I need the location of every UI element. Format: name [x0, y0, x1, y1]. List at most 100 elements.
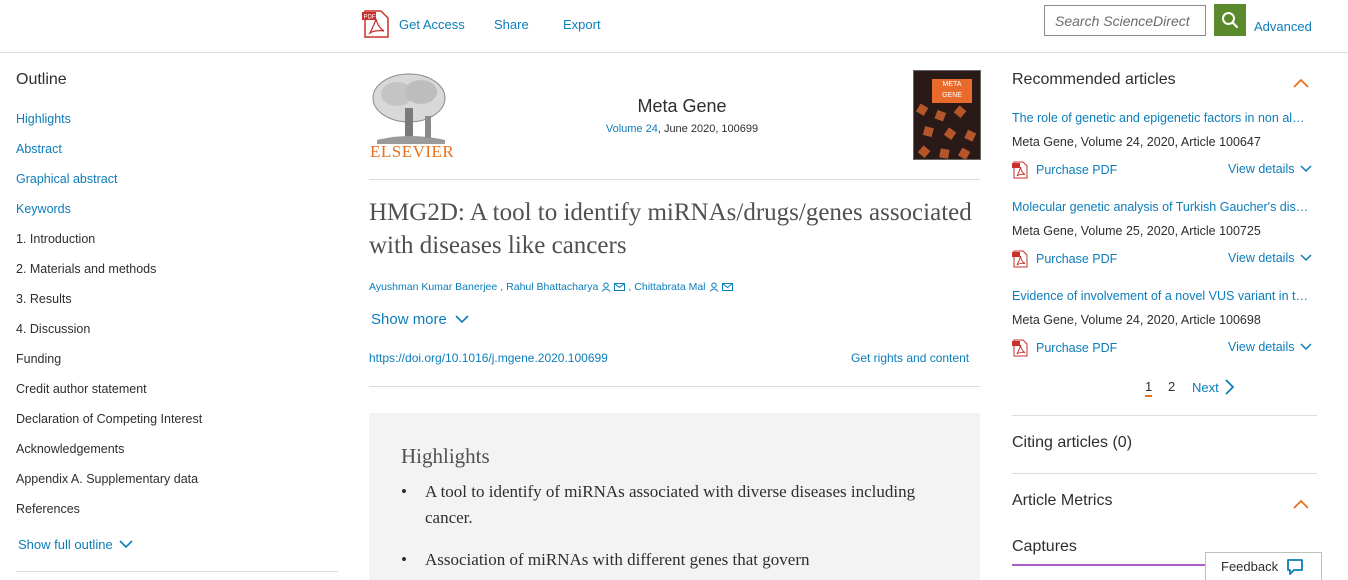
view-details-label: View details	[1228, 251, 1295, 265]
recommended-article-title[interactable]: Molecular genetic analysis of Turkish Ga…	[1012, 200, 1309, 214]
view-details-label: View details	[1228, 162, 1295, 176]
share-link[interactable]: Share	[494, 17, 529, 32]
pagination-next-button[interactable]: Next	[1192, 379, 1234, 395]
recommended-article-title[interactable]: Evidence of involvement of a novel VUS v…	[1012, 289, 1308, 303]
search-button[interactable]	[1214, 4, 1246, 36]
search-input[interactable]	[1045, 6, 1205, 35]
highlights-section: Highlights • A tool to identify of miRNA…	[369, 413, 980, 580]
show-more-label: Show more	[371, 311, 447, 328]
get-access-link[interactable]: Get Access	[399, 17, 465, 32]
outline-item-discussion[interactable]: 4. Discussion	[16, 322, 91, 336]
pdf-icon[interactable]: PDF	[361, 9, 391, 39]
outline-item-appendix[interactable]: Appendix A. Supplementary data	[16, 472, 199, 486]
citing-articles-header[interactable]: Citing articles (0)	[1012, 434, 1133, 451]
outline-item-highlights[interactable]: Highlights	[16, 112, 71, 126]
purchase-pdf-label: Purchase PDF	[1036, 252, 1118, 266]
view-details-button[interactable]: View details	[1228, 340, 1313, 354]
outline-item-results[interactable]: 3. Results	[16, 292, 72, 306]
outline-item-funding[interactable]: Funding	[16, 352, 62, 366]
person-icon[interactable]	[709, 282, 719, 292]
chevron-down-icon	[1300, 254, 1313, 262]
journal-cover-image[interactable]: META GENE	[913, 70, 981, 160]
highlight-item: • A tool to identify of miRNAs associate…	[401, 479, 921, 531]
outline-item-competing-interest[interactable]: Declaration of Competing Interest	[16, 412, 203, 426]
purchase-pdf-label: Purchase PDF	[1036, 163, 1118, 177]
outline-item-introduction[interactable]: 1. Introduction	[16, 232, 96, 246]
highlights-title: Highlights	[401, 444, 490, 468]
recommended-article-title[interactable]: The role of genetic and epigenetic facto…	[1012, 111, 1305, 125]
purchase-pdf-label: Purchase PDF	[1036, 341, 1118, 355]
chevron-down-icon	[119, 540, 133, 549]
purchase-pdf-button[interactable]: Purchase PDF	[1012, 161, 1117, 179]
chevron-down-icon	[1300, 165, 1313, 173]
article-metrics-header[interactable]: Article Metrics	[1012, 492, 1113, 509]
feedback-label: Feedback	[1221, 559, 1279, 574]
highlight-text: A tool to identify of miRNAs associated …	[425, 482, 916, 527]
author-list: Ayushman Kumar Banerjee, Rahul Bhattacha…	[369, 281, 733, 293]
chevron-down-icon	[1300, 343, 1313, 351]
outline-item-references[interactable]: References	[16, 502, 80, 516]
chevron-right-icon	[1225, 379, 1234, 395]
recommended-article-meta: Meta Gene, Volume 24, 2020, Article 1006…	[1012, 313, 1261, 327]
volume-link[interactable]: Volume 24	[605, 123, 658, 135]
elsevier-wordmark[interactable]: ELSEVIER	[370, 142, 455, 161]
outline-item-credit-statement[interactable]: Credit author statement	[16, 382, 147, 396]
sidebar-divider	[1012, 415, 1317, 416]
advanced-search-link[interactable]: Advanced	[1254, 19, 1312, 34]
outline-item-keywords[interactable]: Keywords	[16, 202, 71, 216]
article-title: HMG2D: A tool to identify miRNAs/drugs/g…	[369, 199, 972, 259]
get-rights-link[interactable]: Get rights and content	[851, 351, 970, 365]
recommended-articles-title: Recommended articles	[1012, 71, 1176, 88]
show-full-outline-button[interactable]: Show full outline	[18, 537, 133, 552]
chevron-up-icon[interactable]	[1292, 78, 1310, 89]
author-separator: ,	[500, 281, 504, 293]
author-name[interactable]: Chittabrata Mal	[634, 281, 706, 293]
article-header-divider	[369, 386, 980, 387]
outline-item-graphical-abstract[interactable]: Graphical abstract	[16, 172, 118, 186]
elsevier-tree-logo	[372, 73, 446, 144]
show-full-outline-label: Show full outline	[18, 537, 113, 552]
view-details-button[interactable]: View details	[1228, 162, 1313, 176]
pagination-next-label: Next	[1192, 379, 1219, 395]
sidebar-divider	[1012, 473, 1317, 474]
journal-title[interactable]: Meta Gene	[637, 96, 727, 116]
cover-label-line2: GENE	[942, 92, 962, 99]
pagination-page-2[interactable]: 2	[1168, 379, 1176, 394]
outline-item-acknowledgements[interactable]: Acknowledgements	[16, 442, 125, 456]
export-link[interactable]: Export	[563, 17, 601, 32]
author-name[interactable]: Rahul Bhattacharya	[506, 281, 599, 293]
bullet-icon: •	[401, 482, 407, 501]
search-icon	[1222, 12, 1239, 29]
search-box[interactable]	[1044, 5, 1206, 36]
top-toolbar: PDF Get Access Share Export Advanced	[0, 0, 1348, 53]
journal-issue-info: Volume 24, June 2020, 100699	[560, 123, 804, 135]
purchase-pdf-button[interactable]: Purchase PDF	[1012, 250, 1117, 268]
email-icon[interactable]	[614, 283, 626, 291]
svg-text:PDF: PDF	[364, 15, 376, 21]
chevron-down-icon	[455, 315, 469, 324]
person-icon[interactable]	[601, 282, 611, 292]
pdf-icon	[1012, 250, 1028, 268]
feedback-button[interactable]: Feedback	[1205, 552, 1322, 580]
captures-bar	[1012, 564, 1212, 566]
cover-label: META GENE	[932, 79, 972, 103]
chat-bubble-icon	[1287, 558, 1303, 575]
chevron-up-icon[interactable]	[1292, 499, 1310, 510]
author-name[interactable]: Ayushman Kumar Banerjee	[369, 281, 498, 293]
recommended-article-meta: Meta Gene, Volume 25, 2020, Article 1007…	[1012, 224, 1261, 238]
outline-title: Outline	[16, 71, 67, 88]
outline-item-abstract[interactable]: Abstract	[16, 142, 62, 156]
email-icon[interactable]	[721, 283, 733, 291]
outline-divider	[16, 571, 338, 572]
show-more-button[interactable]: Show more	[371, 311, 469, 328]
view-details-button[interactable]: View details	[1228, 251, 1313, 265]
doi-link[interactable]: https://doi.org/10.1016/j.mgene.2020.100…	[369, 351, 608, 365]
pagination-page-1[interactable]: 1	[1145, 379, 1153, 397]
header-divider	[369, 179, 980, 180]
bullet-icon: •	[401, 550, 407, 569]
cover-pattern	[916, 103, 977, 159]
outline-item-materials-methods[interactable]: 2. Materials and methods	[16, 262, 157, 276]
view-details-label: View details	[1228, 340, 1295, 354]
pdf-icon	[1012, 339, 1028, 357]
purchase-pdf-button[interactable]: Purchase PDF	[1012, 339, 1117, 357]
